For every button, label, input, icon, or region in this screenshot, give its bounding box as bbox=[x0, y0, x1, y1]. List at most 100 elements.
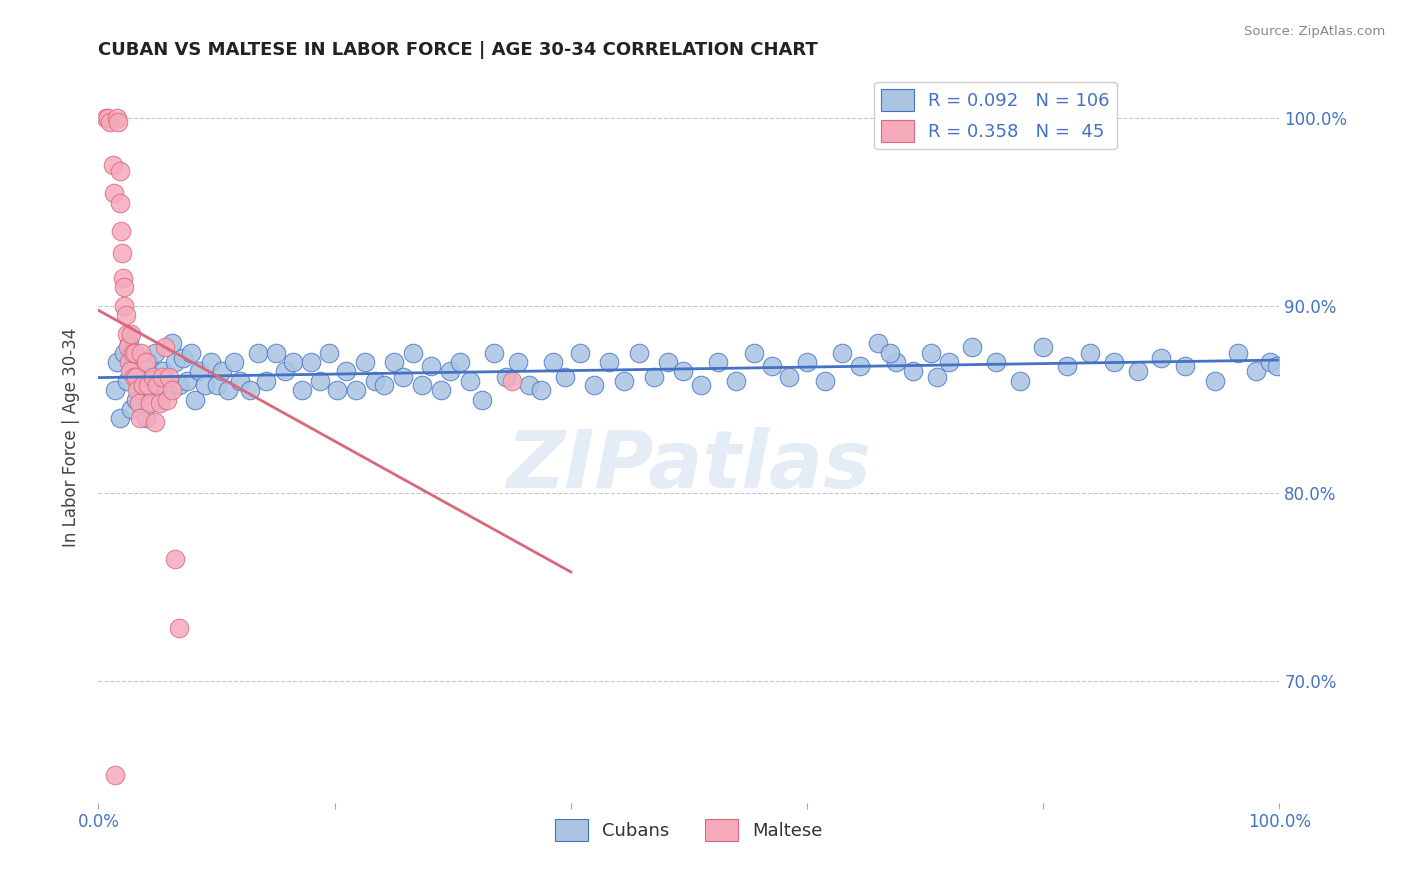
Text: CUBAN VS MALTESE IN LABOR FORCE | AGE 30-34 CORRELATION CHART: CUBAN VS MALTESE IN LABOR FORCE | AGE 30… bbox=[98, 41, 818, 59]
Point bbox=[165, 355, 187, 369]
Point bbox=[866, 336, 889, 351]
Point bbox=[925, 370, 948, 384]
Point bbox=[143, 345, 166, 359]
Point bbox=[108, 163, 131, 178]
Point bbox=[672, 364, 695, 378]
Point bbox=[108, 411, 131, 425]
Point bbox=[613, 374, 636, 388]
Point bbox=[796, 355, 818, 369]
Point bbox=[205, 377, 228, 392]
Point bbox=[903, 364, 925, 378]
Point bbox=[920, 345, 942, 359]
Point bbox=[439, 364, 461, 378]
Point bbox=[1102, 355, 1125, 369]
Point bbox=[105, 112, 128, 126]
Point bbox=[326, 383, 349, 397]
Point bbox=[707, 355, 730, 369]
Point bbox=[831, 345, 853, 359]
Point bbox=[643, 370, 665, 384]
Point bbox=[938, 355, 960, 369]
Point bbox=[194, 377, 217, 392]
Point bbox=[112, 345, 135, 359]
Point bbox=[135, 355, 157, 369]
Point bbox=[274, 364, 297, 378]
Point bbox=[506, 355, 529, 369]
Point bbox=[290, 383, 312, 397]
Point bbox=[1265, 359, 1288, 373]
Point bbox=[344, 383, 367, 397]
Point bbox=[172, 351, 194, 366]
Point bbox=[501, 374, 523, 388]
Point bbox=[129, 345, 152, 359]
Point bbox=[318, 345, 340, 359]
Point bbox=[299, 355, 322, 369]
Point bbox=[141, 374, 163, 388]
Point bbox=[229, 374, 252, 388]
Point bbox=[430, 383, 453, 397]
Point bbox=[778, 370, 800, 384]
Point bbox=[495, 370, 517, 384]
Point bbox=[401, 345, 423, 359]
Point bbox=[984, 355, 1007, 369]
Point bbox=[121, 401, 143, 416]
Point bbox=[112, 299, 135, 313]
Point bbox=[264, 345, 287, 359]
Point bbox=[118, 336, 141, 351]
Point bbox=[160, 336, 183, 351]
Point bbox=[1150, 351, 1173, 366]
Point bbox=[364, 374, 387, 388]
Point bbox=[132, 383, 155, 397]
Point bbox=[1244, 364, 1267, 378]
Point bbox=[1126, 364, 1149, 378]
Point bbox=[246, 345, 269, 359]
Point bbox=[725, 374, 748, 388]
Point bbox=[94, 112, 117, 126]
Point bbox=[471, 392, 494, 407]
Point bbox=[392, 370, 415, 384]
Point bbox=[105, 355, 128, 369]
Point bbox=[1204, 374, 1226, 388]
Point bbox=[569, 345, 592, 359]
Point bbox=[110, 224, 132, 238]
Point bbox=[879, 345, 901, 359]
Point bbox=[165, 552, 187, 566]
Point bbox=[139, 396, 162, 410]
Point bbox=[136, 377, 159, 392]
Point bbox=[104, 383, 127, 397]
Point bbox=[156, 383, 179, 397]
Point bbox=[142, 370, 165, 384]
Point bbox=[115, 374, 138, 388]
Point bbox=[128, 411, 150, 425]
Point bbox=[184, 392, 207, 407]
Point bbox=[742, 345, 765, 359]
Point bbox=[180, 345, 202, 359]
Point bbox=[689, 377, 711, 392]
Point bbox=[1258, 355, 1281, 369]
Point bbox=[519, 377, 541, 392]
Point bbox=[108, 195, 131, 210]
Point bbox=[127, 383, 149, 397]
Point bbox=[160, 383, 183, 397]
Point bbox=[117, 340, 139, 354]
Point bbox=[112, 270, 135, 285]
Point bbox=[97, 112, 120, 126]
Point bbox=[114, 308, 136, 322]
Legend: Cubans, Maltese: Cubans, Maltese bbox=[548, 812, 830, 848]
Point bbox=[382, 355, 405, 369]
Point bbox=[176, 374, 198, 388]
Point bbox=[1056, 359, 1078, 373]
Point bbox=[482, 345, 505, 359]
Point bbox=[125, 370, 148, 384]
Point bbox=[200, 355, 222, 369]
Point bbox=[149, 396, 172, 410]
Point bbox=[884, 355, 907, 369]
Point bbox=[135, 411, 157, 425]
Point bbox=[309, 374, 332, 388]
Point bbox=[112, 280, 135, 294]
Point bbox=[121, 326, 143, 341]
Point bbox=[146, 377, 169, 392]
Point bbox=[124, 345, 146, 359]
Point bbox=[541, 355, 564, 369]
Point bbox=[1032, 340, 1054, 354]
Point bbox=[103, 186, 125, 201]
